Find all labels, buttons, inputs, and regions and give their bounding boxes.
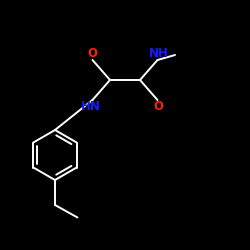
Text: O: O <box>88 47 98 60</box>
Text: NH: NH <box>149 47 169 60</box>
Text: HN: HN <box>81 100 101 113</box>
Text: O: O <box>154 100 164 113</box>
